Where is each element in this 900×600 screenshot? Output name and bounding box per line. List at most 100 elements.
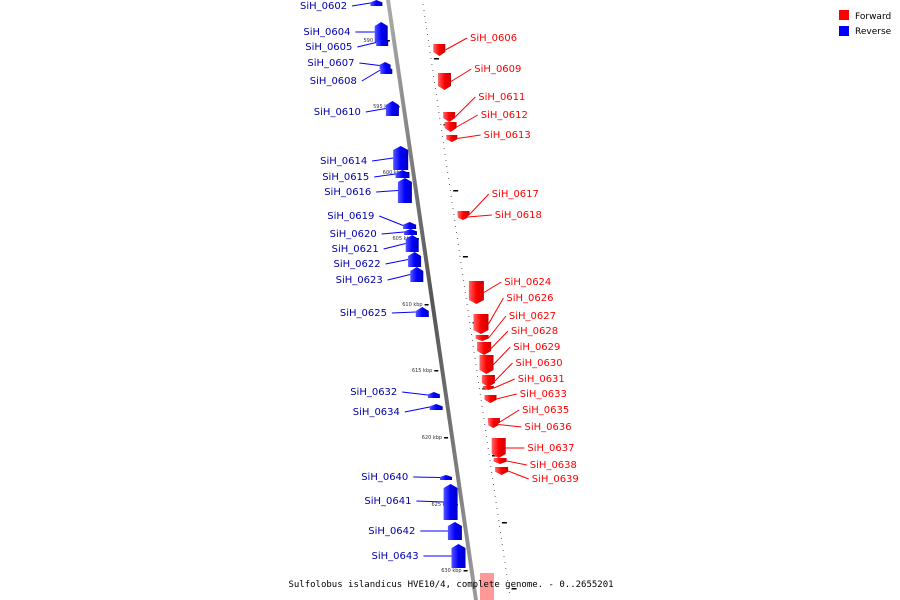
gene-glyph-sih-0621[interactable] bbox=[405, 235, 419, 252]
track-dot bbox=[438, 112, 440, 113]
gene-glyph-sih-0623[interactable] bbox=[410, 267, 424, 282]
gene-label-sih-0609[interactable]: SiH_0609 bbox=[474, 64, 521, 75]
gene-leader-line bbox=[507, 470, 529, 480]
gene-glyph-sih-0604[interactable] bbox=[374, 22, 388, 42]
gene-glyph-sih-0641[interactable] bbox=[443, 484, 458, 520]
gene-glyph-sih-0629[interactable] bbox=[479, 355, 494, 374]
gene-glyph-sih-0640[interactable] bbox=[440, 475, 452, 480]
gene-label-sih-0621[interactable]: SiH_0621 bbox=[332, 244, 379, 255]
gene-glyph-sih-0622[interactable] bbox=[408, 252, 422, 267]
gene-label-sih-0617[interactable]: SiH_0617 bbox=[492, 189, 539, 200]
gene-label-sih-0641[interactable]: SiH_0641 bbox=[364, 496, 411, 507]
gene-label-sih-0602[interactable]: SiH_0602 bbox=[300, 1, 347, 12]
gene-label-sih-0636[interactable]: SiH_0636 bbox=[525, 422, 572, 433]
gene-leader-line bbox=[467, 214, 492, 218]
track-dot bbox=[478, 382, 479, 383]
gene-label-sih-0626[interactable]: SiH_0626 bbox=[506, 293, 553, 304]
gene-glyph-sih-0642[interactable] bbox=[447, 522, 462, 540]
gene-glyph-sih-0638[interactable] bbox=[493, 458, 507, 464]
gene-glyph-sih-0628[interactable] bbox=[477, 342, 492, 355]
gene-label-sih-0638[interactable]: SiH_0638 bbox=[530, 460, 577, 471]
gene-glyph-sih-0608[interactable] bbox=[380, 66, 393, 74]
gene-label-sih-0627[interactable]: SiH_0627 bbox=[509, 311, 556, 322]
gene-label-sih-0634[interactable]: SiH_0634 bbox=[353, 407, 400, 418]
gene-glyph-sih-0643[interactable] bbox=[451, 544, 466, 568]
gene-label-sih-0630[interactable]: SiH_0630 bbox=[516, 358, 563, 369]
gene-label-sih-0643[interactable]: SiH_0643 bbox=[372, 551, 419, 562]
gene-label-sih-0620[interactable]: SiH_0620 bbox=[330, 229, 377, 240]
gene-glyph-sih-0612[interactable] bbox=[444, 122, 457, 132]
track-dot bbox=[465, 298, 467, 299]
gene-label-sih-0605[interactable]: SiH_0605 bbox=[305, 42, 352, 53]
gene-label-sih-0637[interactable]: SiH_0637 bbox=[527, 443, 574, 454]
gene-label-sih-0611[interactable]: SiH_0611 bbox=[478, 92, 525, 103]
gene-label-sih-0613[interactable]: SiH_0613 bbox=[484, 130, 531, 141]
track-dot bbox=[494, 496, 496, 497]
gene-leader-line bbox=[416, 500, 444, 503]
gene-label-sih-0604[interactable]: SiH_0604 bbox=[303, 27, 350, 38]
gene-label-sih-0629[interactable]: SiH_0629 bbox=[513, 342, 560, 353]
gene-glyph-sih-0632[interactable] bbox=[427, 392, 440, 398]
gene-label-sih-0639[interactable]: SiH_0639 bbox=[532, 474, 579, 485]
gene-label-sih-0640[interactable]: SiH_0640 bbox=[361, 472, 408, 483]
gene-leader-line bbox=[493, 378, 515, 389]
gene-label-sih-0610[interactable]: SiH_0610 bbox=[314, 107, 361, 118]
gene-label-sih-0628[interactable]: SiH_0628 bbox=[511, 326, 558, 337]
gene-glyph-sih-0625[interactable] bbox=[415, 307, 429, 317]
gene-leader-line bbox=[383, 243, 406, 250]
gene-leader-line bbox=[372, 157, 394, 162]
gene-label-sih-0631[interactable]: SiH_0631 bbox=[518, 374, 565, 385]
gene-glyph-sih-0619[interactable] bbox=[403, 222, 417, 229]
scale-tick-label: 595 kbp bbox=[373, 104, 393, 110]
track-dot bbox=[445, 160, 447, 161]
gene-glyph-sih-0633[interactable] bbox=[484, 395, 497, 403]
gene-label-sih-0618[interactable]: SiH_0618 bbox=[495, 210, 542, 221]
gene-label-sih-0616[interactable]: SiH_0616 bbox=[324, 187, 371, 198]
gene-glyph-sih-0631[interactable] bbox=[482, 386, 494, 390]
track-dot bbox=[441, 130, 443, 131]
gene-glyph-sih-0634[interactable] bbox=[429, 404, 443, 410]
gene-label-sih-0625[interactable]: SiH_0625 bbox=[340, 308, 387, 319]
gene-label-sih-0635[interactable]: SiH_0635 bbox=[522, 405, 569, 416]
track-dot bbox=[464, 292, 466, 293]
gene-glyph-sih-0613[interactable] bbox=[446, 135, 458, 142]
track-dot bbox=[478, 388, 480, 389]
gene-glyph-sih-0610[interactable] bbox=[385, 101, 399, 116]
gene-leader-line bbox=[493, 346, 511, 365]
gene-glyph-sih-0639[interactable] bbox=[495, 467, 509, 475]
gene-glyph-sih-0620[interactable] bbox=[404, 229, 417, 235]
gene-glyph-sih-0602[interactable] bbox=[370, 0, 383, 6]
gene-label-sih-0633[interactable]: SiH_0633 bbox=[520, 389, 567, 400]
gene-label-sih-0606[interactable]: SiH_0606 bbox=[470, 33, 517, 44]
gene-glyph-sih-0636[interactable] bbox=[488, 421, 499, 428]
gene-label-sih-0614[interactable]: SiH_0614 bbox=[320, 156, 367, 167]
gene-glyph-sih-0609[interactable] bbox=[438, 73, 451, 90]
gene-glyph-sih-0615[interactable] bbox=[395, 170, 410, 178]
gene-glyph-sih-0616[interactable] bbox=[397, 178, 412, 203]
gene-label-sih-0632[interactable]: SiH_0632 bbox=[350, 387, 397, 398]
gene-label-sih-0612[interactable]: SiH_0612 bbox=[481, 110, 528, 121]
gene-label-sih-0607[interactable]: SiH_0607 bbox=[307, 58, 354, 69]
gene-label-sih-0622[interactable]: SiH_0622 bbox=[334, 259, 381, 270]
gene-glyph-sih-0605[interactable] bbox=[376, 39, 389, 46]
gene-glyph-sih-0611[interactable] bbox=[443, 112, 456, 122]
gene-label-sih-0619[interactable]: SiH_0619 bbox=[327, 211, 374, 222]
gene-glyph-sih-0627[interactable] bbox=[475, 335, 489, 341]
gene-glyph-sih-0614[interactable] bbox=[393, 146, 409, 170]
gene-label-sih-0615[interactable]: SiH_0615 bbox=[322, 172, 369, 183]
gene-glyph-sih-0626[interactable] bbox=[473, 314, 489, 334]
gene-label-sih-0642[interactable]: SiH_0642 bbox=[368, 526, 415, 537]
gene-glyph-sih-0624[interactable] bbox=[468, 281, 484, 304]
track-dot bbox=[426, 28, 428, 29]
gene-glyph-sih-0606[interactable] bbox=[433, 44, 446, 56]
track-dot bbox=[447, 172, 449, 173]
gene-glyph-sih-0637[interactable] bbox=[491, 438, 506, 458]
gene-label-sih-0623[interactable]: SiH_0623 bbox=[336, 275, 383, 286]
gene-label-sih-0608[interactable]: SiH_0608 bbox=[310, 76, 357, 87]
track-dot bbox=[425, 22, 427, 23]
gene-glyph-sih-0618[interactable] bbox=[457, 214, 468, 220]
gene-glyph-sih-0630[interactable] bbox=[481, 375, 495, 387]
gene-leader-line bbox=[469, 193, 490, 215]
gene-label-sih-0624[interactable]: SiH_0624 bbox=[504, 277, 551, 288]
